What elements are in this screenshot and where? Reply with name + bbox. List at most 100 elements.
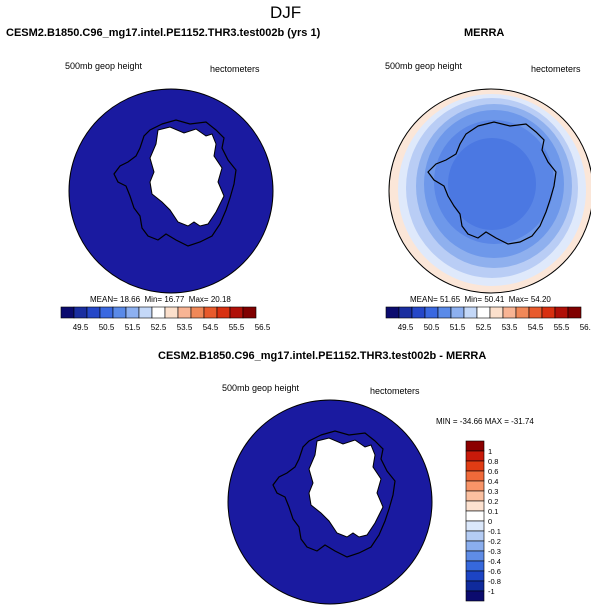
- colorbar-tick-label: 56.5: [580, 323, 591, 332]
- diff-map: [227, 399, 433, 605]
- colorbar-swatch: [528, 306, 543, 319]
- colorbar-swatch: [450, 306, 465, 319]
- colorbar-tick-label: 54.5: [528, 323, 544, 332]
- diff-colorbar-tick-label: 0.2: [488, 497, 498, 506]
- test-min-value: 16.77: [164, 295, 185, 304]
- colorbar-tick-label: 52.5: [476, 323, 492, 332]
- colorbar-swatch: [99, 306, 114, 319]
- test-stats: MEAN= 18.66 Min= 16.77 Max= 20.18: [90, 295, 231, 304]
- diff-colorbar-tick-label: 1: [488, 447, 492, 456]
- diff-variable-label: 500mb geop height: [222, 383, 300, 393]
- colorbar-tick-label: 53.5: [177, 323, 193, 332]
- colorbar-swatch: [138, 306, 153, 319]
- colorbar-swatch: [229, 306, 244, 319]
- diff-units-label: hectometers: [370, 386, 420, 396]
- colorbar-swatch: [73, 306, 88, 319]
- diff-colorbar-tick-label: 0.1: [488, 507, 498, 516]
- colorbar-swatch: [502, 306, 517, 319]
- diff-colorbar-tick-label: -1: [488, 587, 495, 596]
- diff-colorbar-tick-label: -0.1: [488, 527, 501, 536]
- diff-colorbar-swatch: [465, 470, 485, 482]
- diff-colorbar-swatch: [465, 530, 485, 542]
- diff-colorbar-swatch: [465, 490, 485, 502]
- colorbar-swatch: [242, 306, 257, 319]
- colorbar-swatch: [216, 306, 231, 319]
- colorbar-swatch: [190, 306, 205, 319]
- diff-colorbar-swatch: [465, 540, 485, 552]
- ref-units-label: hectometers: [531, 64, 581, 74]
- colorbar-tick-label: 54.5: [203, 323, 219, 332]
- colorbar-swatch: [177, 306, 192, 319]
- colorbar-tick-label: 49.5: [398, 323, 414, 332]
- colorbar-swatch: [411, 306, 426, 319]
- ref-map: [388, 88, 591, 294]
- colorbar-tick-label: 52.5: [151, 323, 167, 332]
- diff-minmax: MIN = -34.66 MAX = -31.74: [436, 417, 534, 426]
- colorbar-swatch: [541, 306, 556, 319]
- ref-coastline-outline: [427, 121, 557, 245]
- colorbar-swatch: [203, 306, 218, 319]
- diff-colorbar-swatch: [465, 590, 485, 602]
- colorbar-swatch: [112, 306, 127, 319]
- diff-colorbar-swatch: [465, 450, 485, 462]
- ref-mean-value: 51.65: [440, 295, 461, 304]
- ref-band-6: [448, 138, 536, 230]
- diff-coastline-outline: [272, 430, 396, 558]
- ref-min-value: 50.41: [484, 295, 505, 304]
- diff-panel-title: CESM2.B1850.C96_mg17.intel.PE1152.THR3.t…: [158, 350, 487, 362]
- colorbar-swatch: [385, 306, 400, 319]
- diff-colorbar-tick-label: 0: [488, 517, 492, 526]
- diff-colorbar-tick-label: -0.4: [488, 557, 501, 566]
- diff-colorbar-tick-label: -0.3: [488, 547, 501, 556]
- diff-antarctica-land: [308, 437, 384, 538]
- colorbar-swatch: [476, 306, 491, 319]
- diff-colorbar-swatch: [465, 570, 485, 582]
- test-mean-label: MEAN=: [90, 295, 118, 304]
- colorbar-tick-label: 50.5: [424, 323, 440, 332]
- colorbar-swatch: [164, 306, 179, 319]
- colorbar-swatch: [463, 306, 478, 319]
- diff-colorbar-tick-label: -0.8: [488, 577, 501, 586]
- colorbar-swatch: [151, 306, 166, 319]
- diff-colorbar-tick-label: 0.3: [488, 487, 498, 496]
- colorbar-tick-label: 49.5: [73, 323, 89, 332]
- test-antarctica-land: [149, 126, 225, 227]
- colorbar-swatch: [437, 306, 452, 319]
- ref-max-value: 54.20: [530, 295, 551, 304]
- diff-colorbar-swatch: [465, 510, 485, 522]
- diff-colorbar-swatch: [465, 440, 485, 452]
- diff-colorbar-swatch: [465, 480, 485, 492]
- diff-colorbar-swatch: [465, 500, 485, 512]
- ref-mean-label: MEAN=: [410, 295, 438, 304]
- ref-variable-label: 500mb geop height: [385, 61, 463, 71]
- ref-stats: MEAN= 51.65 Min= 50.41 Max= 54.20: [410, 295, 551, 304]
- colorbar-swatch: [60, 306, 75, 319]
- colorbar-tick-label: 56.5: [255, 323, 270, 332]
- colorbar-swatch: [567, 306, 582, 319]
- colorbar-tick-label: 55.5: [554, 323, 570, 332]
- diff-colorbar-swatch: [465, 580, 485, 592]
- colorbar-swatch: [398, 306, 413, 319]
- test-map: [68, 88, 274, 294]
- diff-colorbar: 10.80.60.40.30.20.10-0.1-0.2-0.3-0.4-0.6…: [465, 440, 501, 602]
- colorbar-swatch: [125, 306, 140, 319]
- ref-panel-title: MERRA: [464, 27, 505, 39]
- colorbar-tick-label: 55.5: [229, 323, 245, 332]
- ref-max-label: Max=: [508, 295, 529, 304]
- diff-colorbar-tick-label: -0.6: [488, 567, 501, 576]
- colorbar-swatch: [86, 306, 101, 319]
- diff-colorbar-tick-label: 0.6: [488, 467, 498, 476]
- colorbar-tick-label: 50.5: [99, 323, 115, 332]
- diff-colorbar-tick-label: 0.8: [488, 457, 498, 466]
- colorbar-swatch: [515, 306, 530, 319]
- test-panel-title: CESM2.B1850.C96_mg17.intel.PE1152.THR3.t…: [6, 27, 321, 39]
- test-units-label: hectometers: [210, 64, 260, 74]
- colorbar-tick-label: 51.5: [125, 323, 141, 332]
- test-max-label: Max=: [188, 295, 209, 304]
- colorbar-tick-label: 51.5: [450, 323, 466, 332]
- test-mean-value: 18.66: [120, 295, 141, 304]
- test-variable-label: 500mb geop height: [65, 61, 143, 71]
- colorbar-swatch: [554, 306, 569, 319]
- test-coastline-outline: [113, 119, 237, 247]
- colorbar-swatch: [424, 306, 439, 319]
